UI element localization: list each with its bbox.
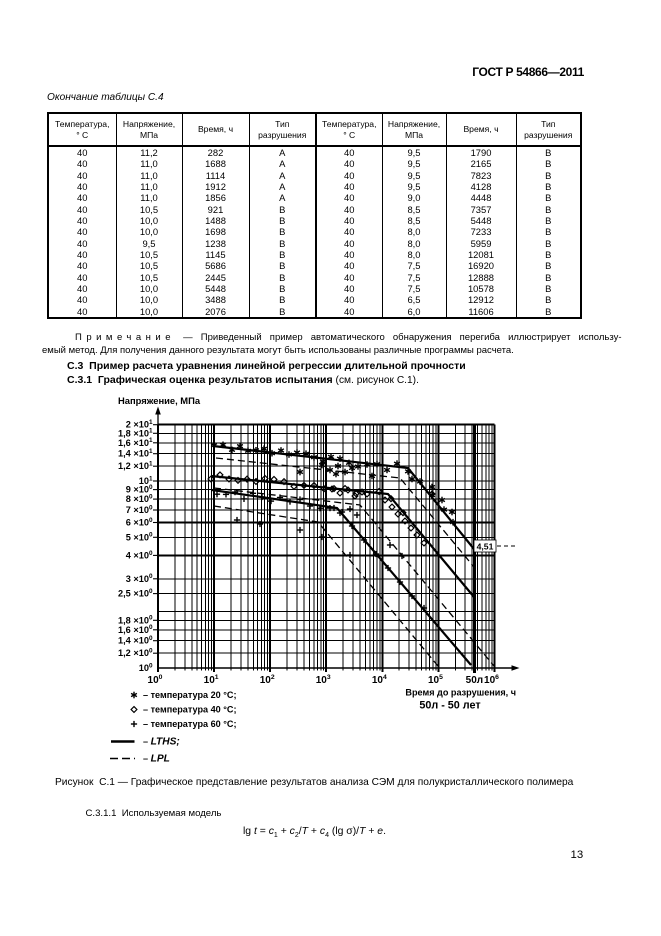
svg-text:1,2 ×101: 1,2 ×101 [118, 461, 153, 472]
svg-text:50л - 50 лет: 50л - 50 лет [419, 700, 480, 712]
svg-text:100: 100 [139, 662, 153, 673]
svg-text:4 ×100: 4 ×100 [126, 550, 153, 561]
svg-text:4,51: 4,51 [477, 542, 494, 552]
svg-text:1,8 ×101: 1,8 ×101 [118, 428, 153, 439]
svg-text:100: 100 [148, 674, 163, 686]
svg-text:1,8 ×100: 1,8 ×100 [118, 615, 153, 626]
svg-text:50л: 50л [466, 675, 483, 686]
svg-text:Напряжение, МПа: Напряжение, МПа [118, 395, 201, 406]
svg-text:1,4 ×100: 1,4 ×100 [118, 635, 153, 646]
svg-text:9 ×100: 9 ×100 [126, 484, 153, 495]
svg-text:7 ×100: 7 ×100 [126, 504, 153, 515]
svg-text:106: 106 [484, 674, 499, 686]
svg-text:2,5 ×100: 2,5 ×100 [118, 588, 153, 599]
svg-text:104: 104 [372, 674, 387, 686]
svg-text:– температура 40 °С;: – температура 40 °С; [143, 705, 237, 715]
svg-text:1,6 ×100: 1,6 ×100 [118, 624, 153, 635]
svg-text:1,6 ×101: 1,6 ×101 [118, 437, 153, 448]
svg-text:8 ×100: 8 ×100 [126, 494, 153, 505]
svg-text:1,4 ×101: 1,4 ×101 [118, 448, 153, 459]
svg-text:3 ×100: 3 ×100 [126, 573, 153, 584]
svg-text:5 ×100: 5 ×100 [126, 532, 153, 543]
svg-text:102: 102 [260, 674, 275, 686]
svg-text:101: 101 [139, 475, 153, 486]
svg-text:6 ×100: 6 ×100 [126, 517, 153, 528]
svg-text:101: 101 [204, 674, 219, 686]
svg-text:– температура 20 °С;: – температура 20 °С; [143, 690, 237, 700]
svg-text:– LPL: – LPL [143, 754, 170, 765]
svg-text:105: 105 [428, 674, 443, 686]
svg-text:1,2 ×100: 1,2 ×100 [118, 648, 153, 659]
svg-text:2 ×101: 2 ×101 [126, 419, 153, 430]
svg-text:– LTHS;: – LTHS; [143, 737, 180, 748]
svg-text:103: 103 [316, 674, 331, 686]
svg-text:Время до разрушения, ч: Время до разрушения, ч [405, 688, 516, 698]
svg-text:– температура 60 °С;: – температура 60 °С; [143, 719, 237, 729]
